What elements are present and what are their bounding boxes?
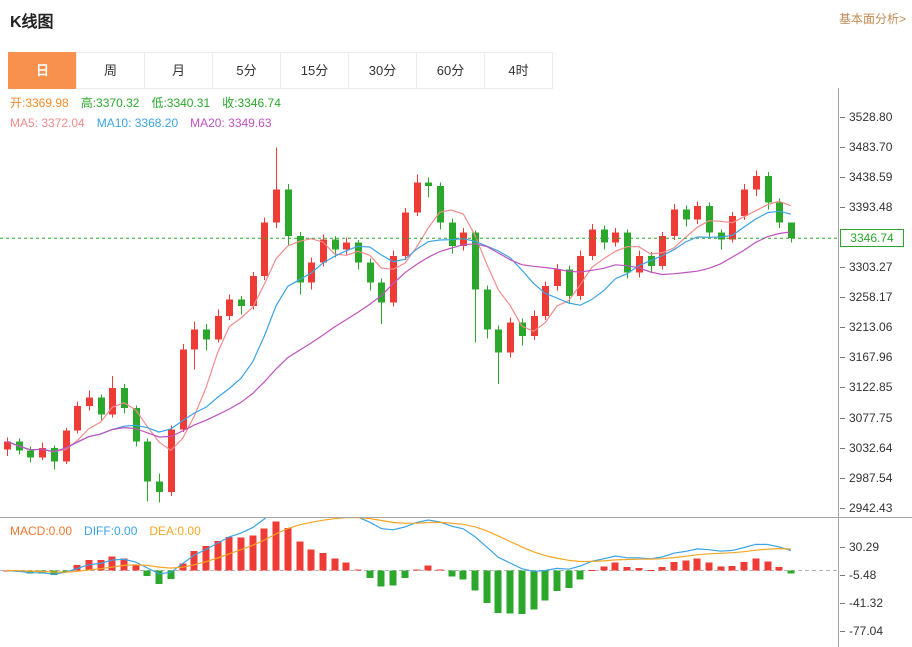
page-title: K线图: [10, 14, 54, 31]
y-axis-label: 3167.96: [849, 350, 893, 364]
axis-tick: [840, 575, 845, 576]
y-axis-label: 3483.70: [849, 140, 893, 154]
y-axis-label: -41.32: [849, 596, 884, 610]
ohlc-info-row: 开:3369.98 高:3370.32 低:3340.31 收:3346.74: [10, 94, 293, 111]
ma20-line: [6, 231, 791, 453]
main-chart-canvas[interactable]: [0, 88, 838, 518]
pane-divider: [0, 517, 912, 518]
ohlc-value: 收:3346.74: [222, 96, 281, 110]
axis-tick: [840, 478, 845, 479]
axis-tick: [840, 327, 845, 328]
axis-tick: [840, 117, 845, 118]
y-axis-label: 3393.48: [849, 200, 893, 214]
current-price-tag: 3346.74: [840, 229, 904, 247]
macd-chart-canvas[interactable]: [0, 518, 838, 647]
y-axis-label: 2942.43: [849, 501, 893, 515]
axis-tick: [840, 547, 845, 548]
tab-month[interactable]: 月: [144, 52, 213, 89]
axis-tick: [840, 631, 845, 632]
ma-info-row: MA5: 3372.04 MA10: 3368.20 MA20: 3349.63: [10, 116, 284, 130]
axis-tick: [840, 147, 845, 148]
period-tabs: 日周月 5分 15分 30分 60分 4时: [8, 52, 553, 89]
y-axis-label: 2987.54: [849, 471, 893, 485]
axis-tick: [840, 418, 845, 419]
tab-60min[interactable]: 60分: [416, 52, 485, 89]
axis-tick: [840, 387, 845, 388]
ma-value: MA10: 3368.20: [96, 116, 179, 130]
macd-value: DIFF:0.00: [84, 524, 138, 538]
macd-value: DEA:0.00: [149, 524, 201, 538]
y-axis-label: 3032.64: [849, 441, 893, 455]
ohlc-value: 低:3340.31: [151, 96, 211, 110]
axis-tick: [840, 603, 845, 604]
y-axis-label: 3528.80: [849, 110, 893, 124]
ohlc-value: 开:3369.98: [10, 96, 69, 110]
tab-day[interactable]: 日: [8, 52, 77, 89]
fundamental-analysis-link[interactable]: 基本面分析>: [838, 12, 906, 26]
ma5-line: [6, 200, 792, 453]
y-axis-label: 30.29: [849, 540, 880, 554]
candlestick-series: [4, 147, 795, 503]
y-axis-label: 3258.17: [849, 290, 893, 304]
macd-info-row: MACD:0.00 DIFF:0.00 DEA:0.00: [10, 524, 213, 538]
dif-line: [6, 518, 792, 575]
axis-tick: [840, 267, 845, 268]
dea-line: [6, 518, 791, 573]
axis-tick: [840, 448, 845, 449]
ohlc-value: 高:3370.32: [80, 96, 140, 110]
y-axis-label: 3303.27: [849, 260, 893, 274]
ma-value: MA20: 3349.63: [190, 116, 272, 130]
tab-week[interactable]: 周: [76, 52, 145, 89]
y-axis-label: 3122.85: [849, 380, 893, 394]
axis-tick: [840, 207, 845, 208]
axis-tick: [840, 357, 845, 358]
y-axis-label: 3438.59: [849, 170, 893, 184]
y-axis-label: 3213.06: [849, 320, 893, 334]
y-axis-label: -77.04: [849, 624, 884, 638]
tab-30min[interactable]: 30分: [348, 52, 417, 89]
axis-tick: [840, 297, 845, 298]
ma10-line: [6, 210, 792, 453]
ma-value: MA5: 3372.04: [10, 116, 85, 130]
y-axis-label: -5.48: [849, 568, 877, 582]
tab-4hour[interactable]: 4时: [484, 52, 553, 89]
axis-divider: [838, 88, 839, 647]
y-axis-label: 3077.75: [849, 411, 893, 425]
axis-tick: [840, 177, 845, 178]
macd-value: MACD:0.00: [10, 524, 73, 538]
tab-5min[interactable]: 5分: [212, 52, 281, 89]
tab-15min[interactable]: 15分: [280, 52, 349, 89]
axis-tick: [840, 508, 845, 509]
